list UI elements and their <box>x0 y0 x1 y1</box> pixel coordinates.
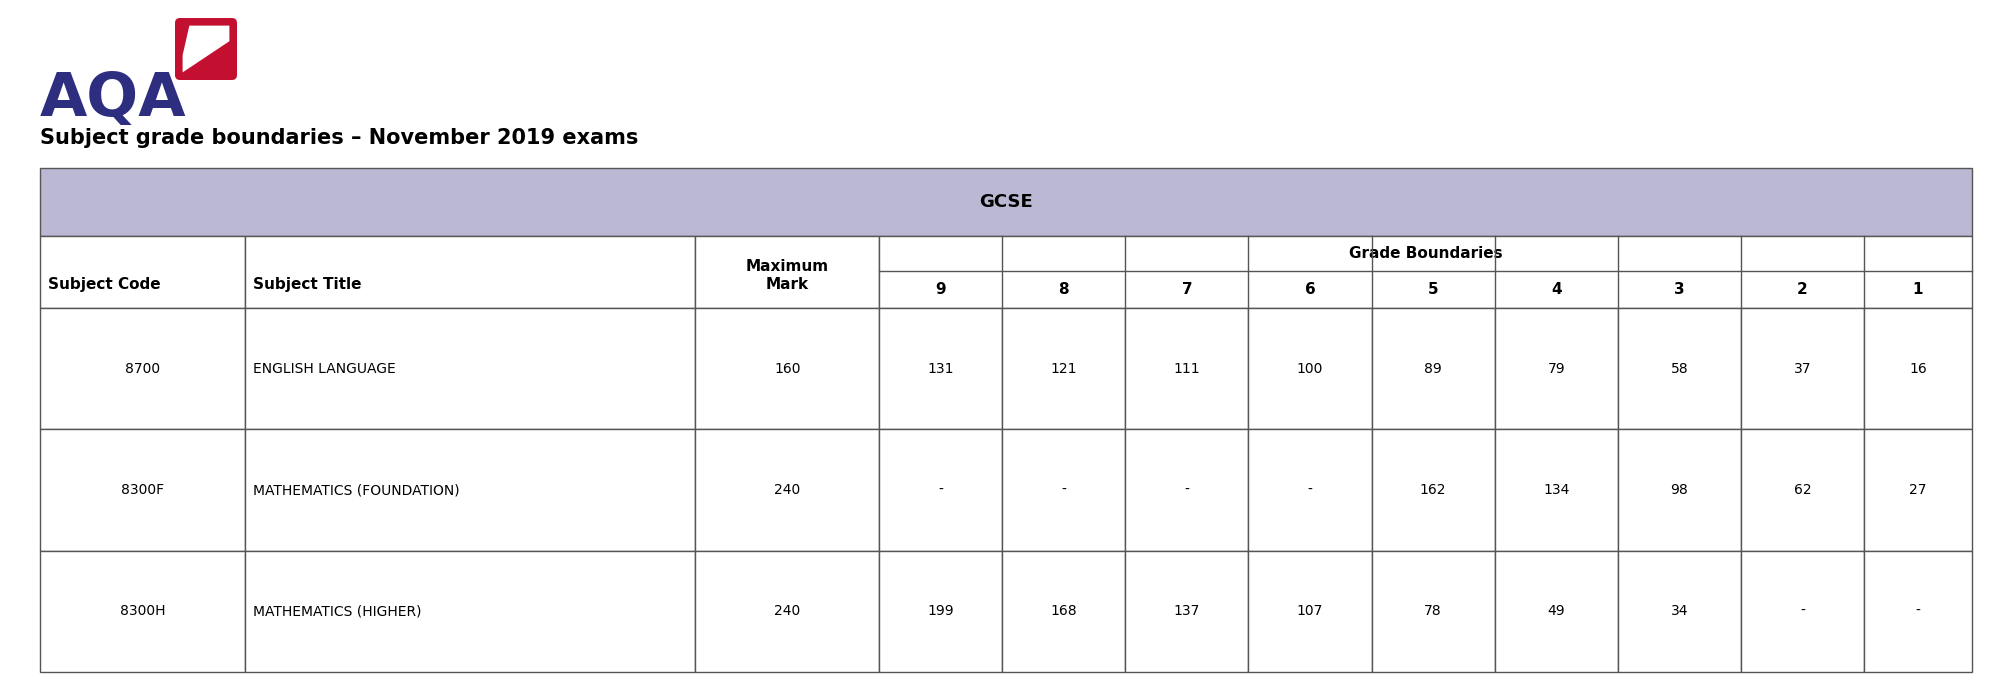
Text: Subject Title: Subject Title <box>254 277 360 293</box>
Text: AQA: AQA <box>40 70 187 129</box>
Bar <box>696 429 879 551</box>
Bar <box>1863 308 1972 429</box>
Text: 134: 134 <box>1543 483 1569 497</box>
Text: 98: 98 <box>1670 483 1688 497</box>
Text: 111: 111 <box>1173 362 1201 375</box>
Bar <box>1740 308 1863 429</box>
Text: 79: 79 <box>1547 362 1565 375</box>
Bar <box>1618 429 1740 551</box>
Bar <box>1372 308 1495 429</box>
Text: Subject Code: Subject Code <box>48 277 161 293</box>
Bar <box>40 308 245 429</box>
Bar <box>879 236 1972 308</box>
Text: Subject grade boundaries – November 2019 exams: Subject grade boundaries – November 2019… <box>40 128 638 148</box>
Text: 78: 78 <box>1424 604 1443 618</box>
Text: 160: 160 <box>775 362 801 375</box>
Text: 240: 240 <box>775 483 801 497</box>
Text: -: - <box>1915 604 1921 618</box>
Text: -: - <box>1801 604 1805 618</box>
Text: Maximum
Mark: Maximum Mark <box>746 259 829 292</box>
Bar <box>879 308 1002 429</box>
Bar <box>40 551 245 672</box>
Bar <box>40 429 245 551</box>
Bar <box>1125 429 1249 551</box>
Text: -: - <box>1308 483 1312 497</box>
Bar <box>1618 308 1740 429</box>
Text: 199: 199 <box>928 604 954 618</box>
Bar <box>696 551 879 672</box>
Bar <box>1863 551 1972 672</box>
Bar <box>879 429 1002 551</box>
Text: 8700: 8700 <box>125 362 159 375</box>
Bar <box>696 308 879 429</box>
Text: 1: 1 <box>1913 282 1923 297</box>
FancyBboxPatch shape <box>175 18 237 80</box>
Text: 49: 49 <box>1547 604 1565 618</box>
Bar <box>1002 308 1125 429</box>
Text: GCSE: GCSE <box>980 193 1032 211</box>
Bar <box>879 551 1002 672</box>
Bar <box>1249 429 1372 551</box>
Text: MATHEMATICS (HIGHER): MATHEMATICS (HIGHER) <box>254 604 421 618</box>
Bar <box>245 308 696 429</box>
Bar <box>245 429 696 551</box>
Bar <box>1249 551 1372 672</box>
Text: -: - <box>1062 483 1066 497</box>
Bar <box>245 551 696 672</box>
Text: 6: 6 <box>1304 282 1316 297</box>
Text: 27: 27 <box>1909 483 1927 497</box>
Bar <box>1863 429 1972 551</box>
Text: 5: 5 <box>1429 282 1439 297</box>
Text: 7: 7 <box>1181 282 1193 297</box>
Text: MATHEMATICS (FOUNDATION): MATHEMATICS (FOUNDATION) <box>254 483 459 497</box>
Text: 8: 8 <box>1058 282 1068 297</box>
Text: 162: 162 <box>1420 483 1447 497</box>
Text: 8300F: 8300F <box>121 483 163 497</box>
Bar <box>1002 551 1125 672</box>
Bar <box>1495 429 1618 551</box>
Text: 240: 240 <box>775 604 801 618</box>
Text: 62: 62 <box>1793 483 1811 497</box>
Text: 121: 121 <box>1050 362 1076 375</box>
Text: 131: 131 <box>928 362 954 375</box>
Text: ENGLISH LANGUAGE: ENGLISH LANGUAGE <box>254 362 394 375</box>
Bar <box>1125 308 1249 429</box>
Bar <box>1125 551 1249 672</box>
Text: 137: 137 <box>1173 604 1199 618</box>
Bar <box>1495 308 1618 429</box>
Text: -: - <box>1185 483 1189 497</box>
Bar <box>1618 551 1740 672</box>
Text: 34: 34 <box>1670 604 1688 618</box>
Text: 4: 4 <box>1551 282 1561 297</box>
Bar <box>1495 551 1618 672</box>
Text: 107: 107 <box>1298 604 1324 618</box>
Text: 3: 3 <box>1674 282 1684 297</box>
Bar <box>40 168 1972 236</box>
Bar <box>1740 551 1863 672</box>
Bar <box>696 236 879 308</box>
Text: 168: 168 <box>1050 604 1076 618</box>
Text: 9: 9 <box>936 282 946 297</box>
Bar <box>1740 429 1863 551</box>
Bar <box>40 236 245 308</box>
Bar <box>1249 308 1372 429</box>
Bar <box>1002 429 1125 551</box>
Text: 8300H: 8300H <box>119 604 165 618</box>
Bar <box>1372 551 1495 672</box>
Text: 16: 16 <box>1909 362 1927 375</box>
Text: 100: 100 <box>1298 362 1324 375</box>
Bar <box>1372 429 1495 551</box>
Text: Grade Boundaries: Grade Boundaries <box>1348 246 1503 262</box>
Text: 58: 58 <box>1670 362 1688 375</box>
Text: 37: 37 <box>1795 362 1811 375</box>
Text: -: - <box>938 483 944 497</box>
Polygon shape <box>183 26 229 72</box>
Text: 89: 89 <box>1424 362 1443 375</box>
Bar <box>245 236 696 308</box>
Text: 2: 2 <box>1797 282 1809 297</box>
